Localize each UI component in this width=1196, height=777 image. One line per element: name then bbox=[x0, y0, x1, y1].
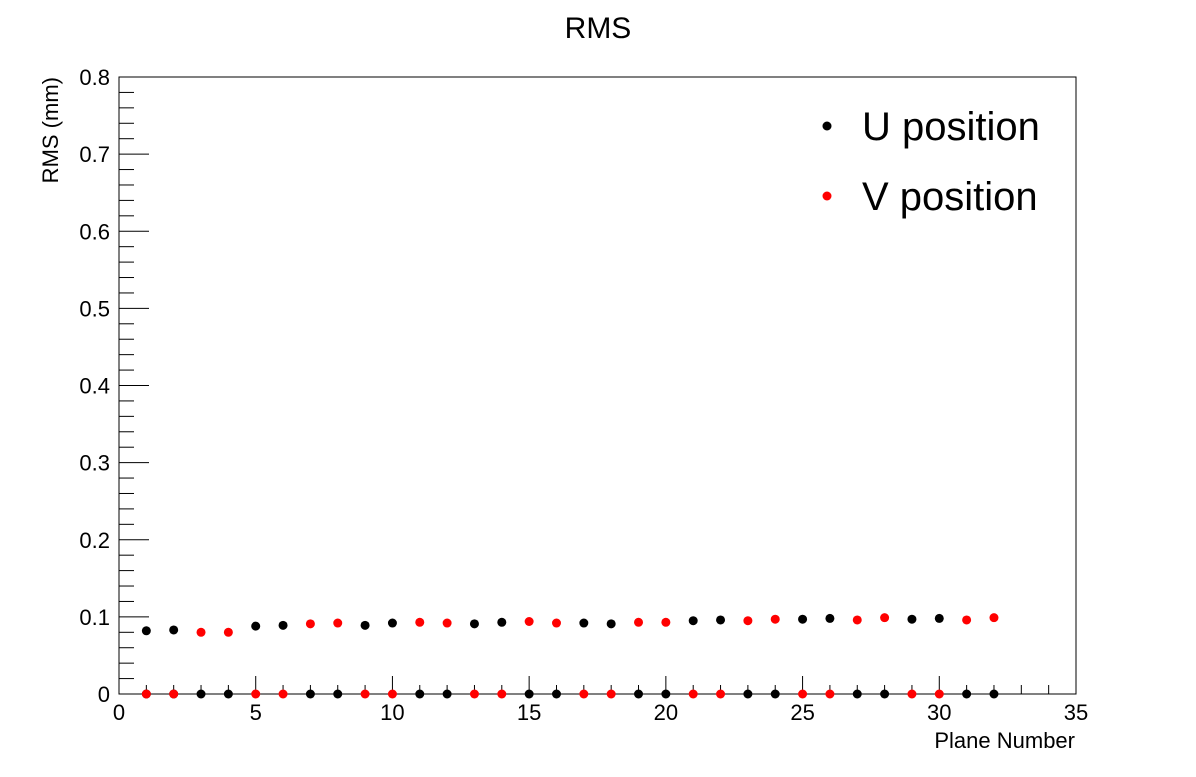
x-tick-label: 0 bbox=[113, 700, 125, 725]
series-u-position bbox=[141, 613, 999, 699]
v-position-point bbox=[880, 613, 890, 623]
y-tick-label: 0.1 bbox=[79, 605, 110, 630]
v-position-point bbox=[333, 618, 343, 628]
u-position-point bbox=[415, 689, 425, 699]
v-position-point bbox=[141, 689, 151, 699]
v-position-point bbox=[415, 617, 425, 627]
v-position-point bbox=[606, 689, 616, 699]
u-position-point bbox=[880, 689, 890, 699]
u-position-point bbox=[934, 613, 944, 623]
u-position-point bbox=[606, 619, 616, 629]
u-position-point bbox=[716, 615, 726, 625]
v-position-point bbox=[661, 617, 671, 627]
u-position-point bbox=[907, 614, 917, 624]
v-position-point bbox=[251, 689, 261, 699]
v-position-point bbox=[442, 618, 452, 628]
v-position-point bbox=[962, 615, 972, 625]
x-tick-label: 15 bbox=[517, 700, 541, 725]
v-position-point bbox=[196, 627, 206, 637]
u-position-point bbox=[825, 613, 835, 623]
u-position-point bbox=[962, 689, 972, 699]
v-position-point bbox=[743, 616, 753, 626]
v-position-point bbox=[688, 689, 698, 699]
u-position-point bbox=[579, 618, 589, 628]
u-position-point bbox=[634, 689, 644, 699]
v-position-point bbox=[852, 615, 862, 625]
u-position-point bbox=[360, 620, 370, 630]
legend-marker bbox=[822, 191, 832, 201]
u-position-point bbox=[524, 689, 534, 699]
x-tick-label: 5 bbox=[250, 700, 262, 725]
legend-marker bbox=[822, 121, 832, 131]
v-position-point bbox=[907, 689, 917, 699]
u-position-point bbox=[688, 616, 698, 626]
u-position-point bbox=[852, 689, 862, 699]
v-position-point bbox=[305, 619, 315, 629]
x-tick-label: 10 bbox=[380, 700, 404, 725]
v-position-point bbox=[934, 689, 944, 699]
v-position-point bbox=[716, 689, 726, 699]
legend-label: V position bbox=[862, 175, 1038, 219]
y-tick-label: 0.5 bbox=[79, 296, 110, 321]
x-tick-label: 25 bbox=[790, 700, 814, 725]
x-tick-label: 30 bbox=[927, 700, 951, 725]
v-position-point bbox=[579, 689, 589, 699]
legend: U position V position bbox=[822, 105, 1040, 219]
chart-title: RMS bbox=[565, 12, 632, 45]
data-points bbox=[141, 613, 999, 699]
series-v-position bbox=[141, 613, 999, 699]
v-position-point bbox=[497, 689, 507, 699]
v-position-point bbox=[360, 689, 370, 699]
x-tick-label: 20 bbox=[654, 700, 678, 725]
v-position-point bbox=[223, 627, 233, 637]
u-position-point bbox=[989, 689, 999, 699]
y-tick-label: 0.3 bbox=[79, 451, 110, 476]
u-position-point bbox=[387, 618, 397, 628]
x-tick-label: 35 bbox=[1064, 700, 1088, 725]
u-position-point bbox=[469, 619, 479, 629]
u-position-point bbox=[770, 689, 780, 699]
v-position-point bbox=[634, 617, 644, 627]
u-position-point bbox=[251, 621, 261, 631]
x-axis-label: Plane Number bbox=[934, 728, 1075, 753]
u-position-point bbox=[305, 689, 315, 699]
v-position-point bbox=[551, 618, 561, 628]
u-position-point bbox=[442, 689, 452, 699]
y-tick-label: 0.8 bbox=[79, 65, 110, 90]
v-position-point bbox=[169, 689, 179, 699]
legend-label: U position bbox=[862, 105, 1040, 149]
v-position-point bbox=[798, 689, 808, 699]
y-tick-label: 0.4 bbox=[79, 374, 110, 399]
u-position-point bbox=[551, 689, 561, 699]
v-position-point bbox=[278, 689, 288, 699]
u-position-point bbox=[743, 689, 753, 699]
u-position-point bbox=[278, 620, 288, 630]
v-position-point bbox=[469, 689, 479, 699]
v-position-point bbox=[770, 614, 780, 624]
u-position-point bbox=[333, 689, 343, 699]
v-position-point bbox=[387, 689, 397, 699]
u-position-point bbox=[223, 689, 233, 699]
y-tick-label: 0.6 bbox=[79, 219, 110, 244]
u-position-point bbox=[497, 617, 507, 627]
u-position-point bbox=[169, 625, 179, 635]
y-tick-label: 0 bbox=[98, 682, 110, 707]
u-position-point bbox=[196, 689, 206, 699]
u-position-point bbox=[798, 614, 808, 624]
v-position-point bbox=[524, 617, 534, 627]
y-axis-label: RMS (mm) bbox=[38, 77, 63, 183]
v-position-point bbox=[989, 613, 999, 623]
y-tick-label: 0.2 bbox=[79, 528, 110, 553]
u-position-point bbox=[661, 689, 671, 699]
v-position-point bbox=[825, 689, 835, 699]
y-tick-label: 0.7 bbox=[79, 142, 110, 167]
axis-tick-labels: 0 5 10 15 20 25 30 35 0 0.1 0.2 0.3 0.4 0.5 0.6 0.7 0.8 bbox=[79, 65, 1088, 725]
u-position-point bbox=[141, 626, 151, 636]
